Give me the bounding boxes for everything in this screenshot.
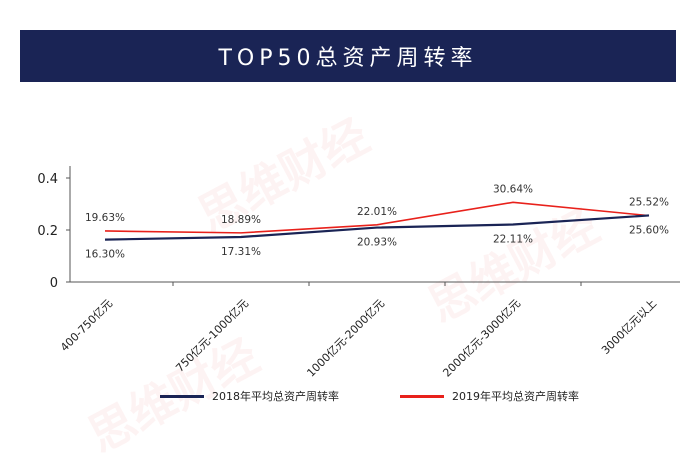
data-label-2018: 25.60% [629, 224, 669, 236]
legend-swatch-2019 [400, 394, 444, 398]
y-tick-label: 0.2 [37, 224, 58, 239]
legend-swatch-2018 [160, 394, 204, 398]
series-line-2018 [104, 214, 650, 241]
chart-title: TOP50总资产周转率 [218, 46, 478, 71]
legend-label-2019: 2019年平均总资产周转率 [452, 390, 579, 403]
data-label-2018: 17.31% [221, 246, 261, 258]
y-tick-label: 0 [50, 276, 58, 291]
series-line-2019 [104, 201, 650, 234]
x-tick-label: 2000亿元-3000亿元 [440, 297, 523, 380]
data-label-2019: 30.64% [493, 183, 533, 195]
legend: 2018年平均总资产周转率 2019年平均总资产周转率 [0, 388, 700, 410]
x-tick-label: 1000亿元-2000亿元 [304, 297, 387, 380]
data-label-2018: 20.93% [357, 237, 397, 249]
data-label-2019: 22.01% [357, 206, 397, 218]
x-tick-label: 400-750亿元 [58, 297, 115, 354]
data-label-2019: 19.63% [85, 212, 125, 224]
x-tick-label: 750亿元-1000亿元 [173, 297, 251, 375]
title-banner: TOP50总资产周转率 [20, 30, 676, 82]
data-label-2019: 25.52% [629, 197, 669, 209]
legend-item-2019: 2019年平均总资产周转率 [400, 388, 579, 404]
data-label-2018: 16.30% [85, 249, 125, 261]
x-tick-label: 3000亿元以上 [599, 297, 659, 357]
data-label-2018: 22.11% [493, 234, 533, 246]
legend-item-2018: 2018年平均总资产周转率 [160, 388, 339, 404]
legend-label-2018: 2018年平均总资产周转率 [212, 390, 339, 403]
data-label-2019: 18.89% [221, 214, 261, 226]
y-tick-label: 0.4 [37, 172, 58, 187]
